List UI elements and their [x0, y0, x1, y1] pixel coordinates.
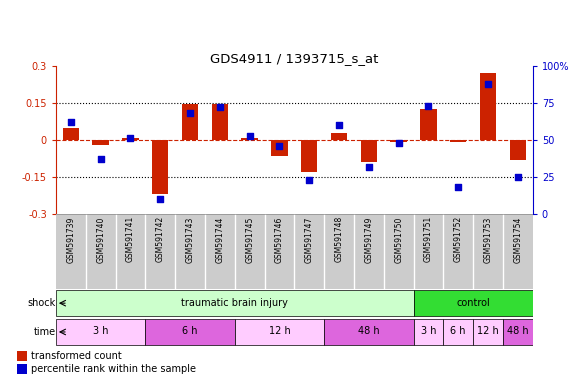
Bar	[212, 104, 228, 140]
Text: percentile rank within the sample: percentile rank within the sample	[31, 364, 196, 374]
Bar	[510, 140, 526, 160]
Text: GSM591752: GSM591752	[454, 216, 463, 262]
Point	[245, 132, 254, 139]
Text: GSM591753: GSM591753	[484, 216, 493, 263]
Point	[424, 103, 433, 109]
Bar	[271, 140, 288, 156]
Bar	[182, 104, 198, 140]
Bar	[391, 140, 407, 142]
Text: 3 h: 3 h	[421, 326, 436, 336]
Text: 48 h: 48 h	[507, 326, 529, 336]
Bar	[17, 351, 27, 361]
Text: 12 h: 12 h	[268, 326, 290, 336]
Bar	[361, 140, 377, 162]
Text: 3 h: 3 h	[93, 326, 108, 336]
Bar	[235, 319, 324, 345]
Point	[513, 174, 522, 180]
Text: GSM591748: GSM591748	[335, 216, 344, 262]
Bar	[443, 319, 473, 345]
Point	[126, 136, 135, 142]
Point	[484, 81, 493, 87]
Bar	[480, 73, 496, 140]
Text: GSM591745: GSM591745	[245, 216, 254, 263]
Bar	[242, 137, 258, 140]
Text: control: control	[456, 298, 490, 308]
Point	[156, 196, 165, 202]
Bar	[473, 319, 503, 345]
Text: GSM591743: GSM591743	[186, 216, 195, 263]
Text: GSM591744: GSM591744	[215, 216, 224, 263]
Text: GSM591741: GSM591741	[126, 216, 135, 262]
Text: GSM591742: GSM591742	[156, 216, 165, 262]
Text: traumatic brain injury: traumatic brain injury	[182, 298, 288, 308]
Point	[96, 156, 105, 162]
Text: 48 h: 48 h	[358, 326, 380, 336]
Text: GSM591747: GSM591747	[305, 216, 313, 263]
Point	[364, 164, 373, 170]
Text: 6 h: 6 h	[182, 326, 198, 336]
Point	[275, 143, 284, 149]
Text: GSM591749: GSM591749	[364, 216, 373, 263]
Text: transformed count: transformed count	[31, 351, 122, 361]
Bar	[413, 290, 533, 316]
Bar	[331, 132, 347, 140]
Bar	[450, 140, 467, 142]
Text: GSM591740: GSM591740	[96, 216, 105, 263]
Bar	[152, 140, 168, 194]
Bar	[93, 140, 109, 145]
Point	[215, 104, 224, 111]
Bar	[122, 137, 139, 140]
Title: GDS4911 / 1393715_s_at: GDS4911 / 1393715_s_at	[210, 52, 379, 65]
Bar	[56, 290, 413, 316]
Text: GSM591739: GSM591739	[66, 216, 75, 263]
Point	[186, 110, 195, 116]
Text: time: time	[34, 327, 56, 337]
Text: 6 h: 6 h	[451, 326, 466, 336]
Bar	[146, 319, 235, 345]
Point	[394, 140, 403, 146]
Bar	[503, 319, 533, 345]
Bar	[413, 319, 443, 345]
Point	[66, 119, 75, 125]
Bar	[301, 140, 317, 172]
Bar	[420, 109, 437, 140]
Bar	[17, 364, 27, 374]
Text: GSM591750: GSM591750	[394, 216, 403, 263]
Point	[454, 184, 463, 190]
Bar	[63, 127, 79, 140]
Text: 12 h: 12 h	[477, 326, 499, 336]
Text: GSM591751: GSM591751	[424, 216, 433, 262]
Bar	[324, 319, 413, 345]
Text: GSM591754: GSM591754	[513, 216, 522, 263]
Point	[305, 177, 314, 183]
Text: shock: shock	[28, 298, 56, 308]
Text: GSM591746: GSM591746	[275, 216, 284, 263]
Bar	[56, 319, 146, 345]
Point	[335, 122, 344, 128]
